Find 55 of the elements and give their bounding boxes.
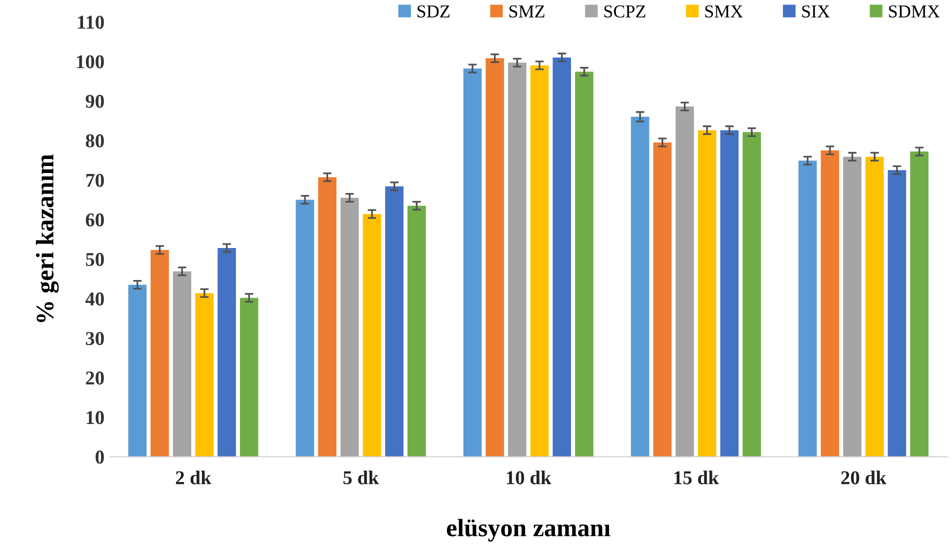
bar	[530, 65, 549, 457]
y-tick-label: 70	[86, 174, 104, 187]
bar	[843, 156, 862, 457]
y-tick-label: 20	[86, 371, 104, 385]
bar	[385, 186, 404, 457]
y-tick-label: 0	[96, 450, 104, 464]
bar	[195, 293, 214, 457]
bar	[910, 152, 928, 457]
bar	[362, 214, 382, 457]
bar	[486, 58, 504, 457]
bar	[150, 250, 169, 457]
y-tick-label: 90	[86, 94, 104, 108]
x-axis-title: elüsyon zamanı	[446, 518, 610, 542]
bar	[630, 116, 650, 457]
bar	[296, 200, 314, 457]
x-tick-label: 20 dk	[841, 470, 886, 484]
bar	[888, 170, 906, 457]
bar	[172, 271, 192, 457]
bar	[698, 130, 716, 457]
bar	[676, 106, 694, 457]
y-tick-label: 110	[78, 16, 104, 29]
y-axis-title: % geri kazanım	[36, 154, 59, 322]
x-tick-label: 5 dk	[343, 470, 379, 484]
legend-label: SCPZ	[604, 5, 646, 18]
bar	[575, 72, 594, 457]
bar	[218, 248, 236, 457]
legend-label: SMX	[705, 5, 743, 18]
bar	[720, 130, 739, 457]
legend-label: SMZ	[509, 5, 544, 18]
legend-label: SIX	[802, 5, 830, 18]
bar	[508, 62, 526, 457]
y-tick-label: 50	[86, 252, 104, 266]
x-tick-label: 10 dk	[506, 470, 552, 484]
y-tick-label: 40	[85, 292, 104, 306]
bar	[240, 298, 258, 457]
bar	[552, 57, 572, 457]
bar	[865, 156, 884, 457]
legend-label: SDZ	[418, 5, 450, 18]
x-tick-label: 2 dk	[176, 470, 212, 484]
y-tick-label: 60	[86, 213, 104, 226]
bar	[653, 142, 672, 457]
legend-label: SDMX	[889, 5, 940, 18]
y-tick-label: 10	[86, 411, 104, 424]
bar	[408, 206, 426, 457]
x-tick-label: 15 dk	[674, 470, 719, 484]
y-tick-label: 100	[77, 55, 104, 68]
bar	[128, 284, 147, 457]
bar	[742, 132, 761, 457]
bar	[463, 68, 482, 457]
bar	[820, 150, 840, 457]
y-tick-label: 30	[86, 332, 104, 346]
y-tick-label: 80	[86, 134, 104, 148]
bar	[798, 160, 817, 457]
bar	[340, 198, 359, 457]
bar	[318, 177, 336, 457]
